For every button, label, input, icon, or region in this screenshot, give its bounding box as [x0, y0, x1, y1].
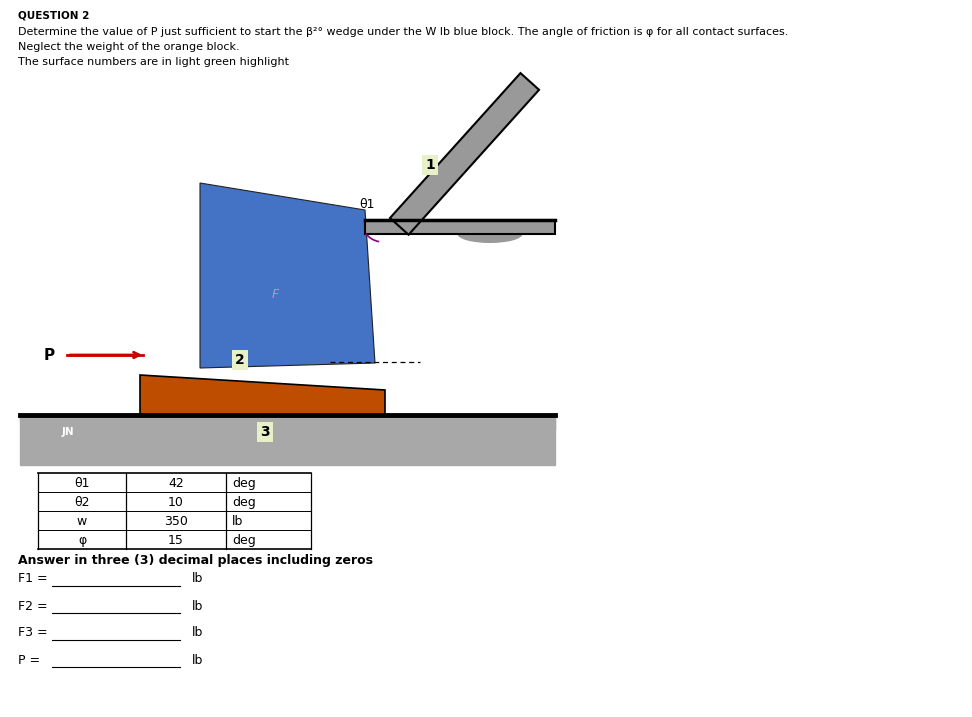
Text: lb: lb	[192, 627, 203, 640]
Text: 1: 1	[425, 158, 434, 172]
Text: Answer in three (3) decimal places including zeros: Answer in three (3) decimal places inclu…	[18, 554, 373, 567]
Text: deg: deg	[232, 496, 256, 509]
Text: The surface numbers are in light green highlight: The surface numbers are in light green h…	[18, 57, 289, 67]
Text: P =: P =	[18, 653, 40, 667]
Text: 3: 3	[260, 425, 270, 439]
Text: P: P	[44, 348, 55, 363]
Text: θ1: θ1	[74, 477, 89, 490]
Polygon shape	[140, 375, 385, 415]
Text: θ2: θ2	[74, 496, 89, 509]
Text: φ: φ	[78, 534, 87, 547]
Text: lb: lb	[232, 515, 243, 528]
Polygon shape	[390, 73, 539, 234]
Text: lb: lb	[192, 653, 203, 667]
Text: QUESTION 2: QUESTION 2	[18, 10, 89, 20]
Polygon shape	[200, 183, 375, 368]
Text: 15: 15	[168, 534, 184, 547]
Text: deg: deg	[232, 477, 256, 490]
Text: lb: lb	[192, 572, 203, 586]
Text: JN: JN	[61, 427, 74, 437]
Text: w: w	[77, 515, 87, 528]
Text: F: F	[271, 288, 279, 302]
Text: F3 =: F3 =	[18, 627, 48, 640]
Text: θ1: θ1	[359, 198, 374, 211]
Text: deg: deg	[232, 534, 256, 547]
Text: 2: 2	[235, 353, 245, 367]
Text: F1 =: F1 =	[18, 572, 48, 586]
Polygon shape	[365, 220, 555, 234]
Text: 350: 350	[164, 515, 188, 528]
Text: Determine the value of P just sufficient to start the β²° wedge under the W lb b: Determine the value of P just sufficient…	[18, 27, 788, 37]
Text: 10: 10	[168, 496, 184, 509]
Text: Neglect the weight of the orange block.: Neglect the weight of the orange block.	[18, 42, 240, 52]
Text: F2 =: F2 =	[18, 599, 48, 612]
Text: lb: lb	[192, 599, 203, 612]
Text: 42: 42	[168, 477, 184, 490]
Ellipse shape	[458, 225, 523, 243]
